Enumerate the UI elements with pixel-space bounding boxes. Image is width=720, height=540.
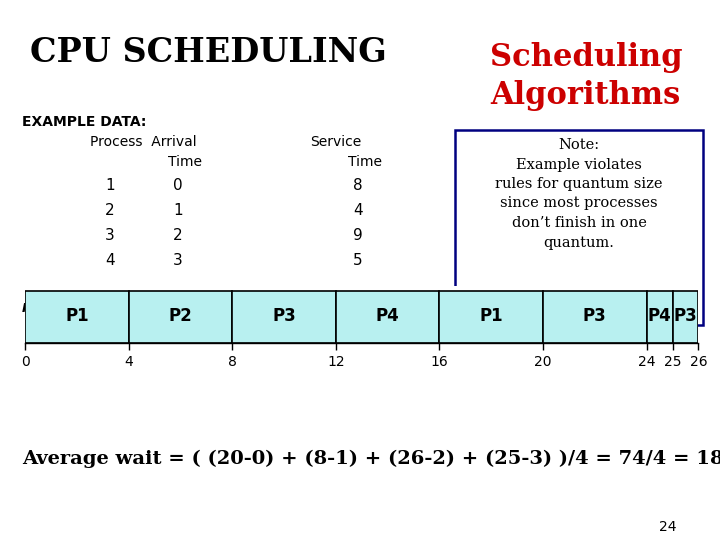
- Text: P2: P2: [168, 307, 192, 325]
- Bar: [336, 291, 439, 343]
- Bar: [25, 291, 129, 343]
- Bar: [672, 291, 698, 343]
- Text: 4: 4: [105, 253, 114, 268]
- Text: 2: 2: [174, 228, 183, 243]
- Text: 3: 3: [105, 228, 115, 243]
- Text: P3: P3: [272, 307, 296, 325]
- Bar: [543, 291, 647, 343]
- Text: P3: P3: [583, 307, 607, 325]
- Bar: [129, 291, 233, 343]
- Text: Note:
Example violates
rules for quantum size
since most processes
don’t finish : Note: Example violates rules for quantum…: [495, 138, 662, 249]
- Text: Time: Time: [348, 155, 382, 169]
- Text: 1: 1: [174, 203, 183, 218]
- Bar: [233, 291, 336, 343]
- Text: 9: 9: [353, 228, 363, 243]
- Text: 1: 1: [105, 178, 114, 193]
- Text: 8: 8: [354, 178, 363, 193]
- Text: 0: 0: [174, 178, 183, 193]
- Bar: [455, 130, 703, 325]
- Text: 3: 3: [173, 253, 183, 268]
- Text: EXAMPLE DATA:: EXAMPLE DATA:: [22, 115, 146, 129]
- Text: CPU SCHEDULING: CPU SCHEDULING: [30, 36, 387, 69]
- Text: Scheduling
Algorithms: Scheduling Algorithms: [490, 42, 683, 111]
- Text: P4: P4: [376, 307, 400, 325]
- Text: Round Robin, quantum = 4, no priority-based preemption: Round Robin, quantum = 4, no priority-ba…: [22, 302, 428, 315]
- Text: Service: Service: [310, 135, 361, 149]
- Text: 2: 2: [105, 203, 114, 218]
- Text: P3: P3: [674, 307, 698, 325]
- Bar: [439, 291, 543, 343]
- Text: P1: P1: [480, 307, 503, 325]
- Text: Time: Time: [168, 155, 202, 169]
- Text: Process  Arrival: Process Arrival: [90, 135, 197, 149]
- Text: P4: P4: [648, 307, 672, 325]
- Text: P1: P1: [66, 307, 89, 325]
- Bar: [647, 291, 672, 343]
- Text: Average wait = ( (20-0) + (8-1) + (26-2) + (25-3) )/4 = 74/4 = 18.5: Average wait = ( (20-0) + (8-1) + (26-2)…: [22, 450, 720, 468]
- Text: 24: 24: [660, 520, 677, 534]
- Text: 4: 4: [354, 203, 363, 218]
- Text: 5: 5: [354, 253, 363, 268]
